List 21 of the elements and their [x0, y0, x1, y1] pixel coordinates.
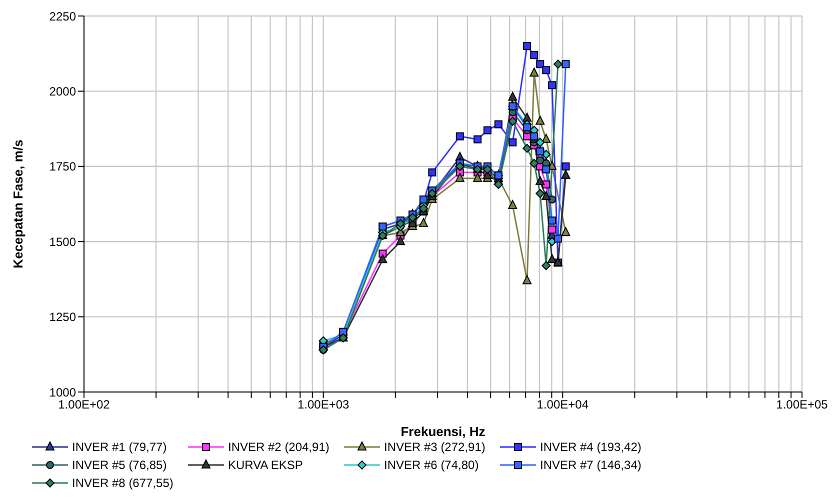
legend-label: INVER #2 (204,91) — [228, 440, 330, 454]
y-tick-label: 1500 — [49, 234, 76, 249]
legend-label: INVER #5 (76,85) — [72, 458, 167, 472]
x-axis-title: Frekuensi, Hz — [400, 424, 486, 439]
y-tick-label: 1250 — [49, 310, 76, 324]
y-tick-label: 1750 — [49, 160, 76, 174]
legend-label: INVER #1 (79,77) — [72, 440, 167, 454]
y-tick-label: 2250 — [49, 9, 76, 24]
y-axis-title: Kecepatan Fase, m/s — [10, 140, 26, 268]
legend-label: INVER #3 (272,91) — [384, 440, 486, 454]
y-tick-label: 1000 — [49, 385, 76, 400]
legend-label: INVER #8 (677,55) — [72, 476, 174, 490]
y-tick-label: 2000 — [49, 84, 76, 98]
legend-label: KURVA EKSP — [228, 458, 303, 472]
legend-label: INVER #4 (193,42) — [540, 440, 642, 454]
x-tick-label: 1.00E+02 — [58, 398, 110, 412]
x-tick-label: 1.00E+05 — [776, 398, 828, 412]
x-tick-label: 1.00E+03 — [297, 398, 350, 412]
legend-label: INVER #6 (74,80) — [384, 458, 479, 472]
x-tick-label: 1.00E+04 — [536, 398, 589, 412]
legend-label: INVER #7 (146,34) — [540, 458, 642, 472]
